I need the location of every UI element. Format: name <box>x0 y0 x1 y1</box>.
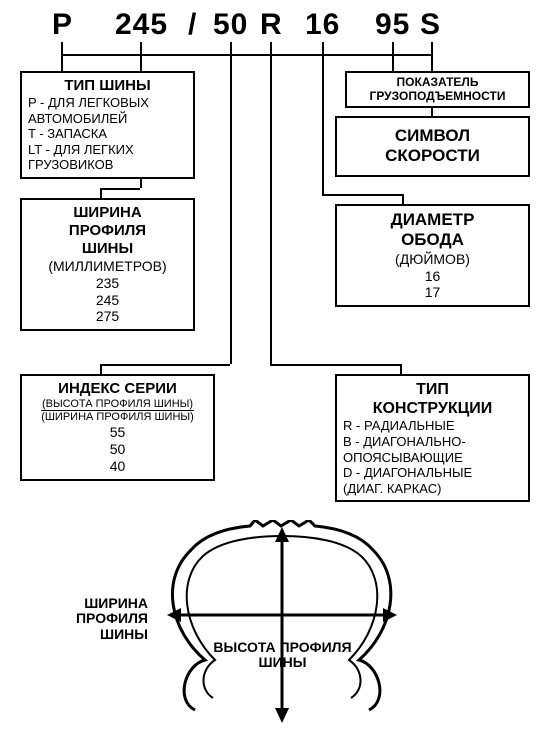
code-construction: R <box>260 8 283 42</box>
value: 235 <box>28 275 187 292</box>
box-speed: СИМВОЛ СКОРОСТИ <box>335 116 530 177</box>
tick <box>322 42 324 54</box>
box-sub: (ДЮЙМОВ) <box>343 251 522 268</box>
value: 275 <box>28 308 187 325</box>
code-load: 95 <box>375 8 410 42</box>
connector <box>100 188 102 198</box>
connector <box>322 194 402 196</box>
line: B - ДИАГОНАЛЬНО- <box>343 434 522 450</box>
box-sub: (ШИРИНА ПРОФИЛЯ ШИНЫ) <box>28 411 207 424</box>
connector <box>270 54 272 364</box>
label-height: ВЫСОТА ПРОФИЛЯ ШИНЫ <box>195 640 370 671</box>
line: ГРУЗОВИКОВ <box>28 157 187 173</box>
connector <box>270 364 400 366</box>
line: ОПОЯСЫВАЮЩИЕ <box>343 450 522 466</box>
connector <box>400 364 402 374</box>
box-title: ИНДЕКС СЕРИИ <box>28 380 207 398</box>
line: P - ДЛЯ ЛЕГКОВЫХ <box>28 95 187 111</box>
value: 50 <box>28 441 207 458</box>
code-aspect: 50 <box>213 8 248 42</box>
connector <box>402 194 404 204</box>
box-width: ШИРИНА ПРОФИЛЯ ШИНЫ (МИЛЛИМЕТРОВ) 235 24… <box>20 198 195 331</box>
arrow-height <box>155 520 405 730</box>
value: 245 <box>28 292 187 309</box>
value: 55 <box>28 424 207 441</box>
code-speed: S <box>420 8 441 42</box>
box-sub: (МИЛЛИМЕТРОВ) <box>28 258 187 275</box>
line: D - ДИАГОНАЛЬНЫЕ <box>343 465 522 481</box>
box-construction: ТИП КОНСТРУКЦИИ R - РАДИАЛЬНЫЕ B - ДИАГО… <box>335 374 530 502</box>
tick <box>230 42 232 54</box>
connector <box>100 364 230 366</box>
line: R - РАДИАЛЬНЫЕ <box>343 418 522 434</box>
line: T - ЗАПАСКА <box>28 126 187 142</box>
line: (ДИАГ. КАРКАС) <box>343 481 522 497</box>
code-p: P <box>52 8 73 42</box>
box-aspect: ИНДЕКС СЕРИИ (ВЫСОТА ПРОФИЛЯ ШИНЫ) (ШИРИ… <box>20 374 215 481</box>
connector <box>322 54 324 194</box>
line: АВТОМОБИЛЕЙ <box>28 111 187 127</box>
connector <box>61 54 63 71</box>
box-tire-type: ТИП ШИНЫ P - ДЛЯ ЛЕГКОВЫХ АВТОМОБИЛЕЙ T … <box>20 71 195 179</box>
box-rim: ДИАМЕТР ОБОДА (ДЮЙМОВ) 16 17 <box>335 204 530 307</box>
code-slash: / <box>188 8 197 42</box>
connector <box>100 364 102 374</box>
tick <box>270 42 272 54</box>
box-title: СИМВОЛ СКОРОСТИ <box>343 126 522 167</box>
connector <box>392 54 394 71</box>
box-load: ПОКАЗАТЕЛЬ ГРУЗОПОДЪЕМНОСТИ <box>345 71 530 108</box>
connector <box>230 54 232 364</box>
box-title: ТИП КОНСТРУКЦИИ <box>343 380 522 418</box>
code-rim: 16 <box>305 8 340 42</box>
tire-code-diagram: P 245 / 50 R 16 95 S ТИП ШИНЫ P - ДЛЯ ЛЕ… <box>0 0 550 734</box>
tick <box>392 42 394 54</box>
box-sub: (ВЫСОТА ПРОФИЛЯ ШИНЫ) <box>28 398 207 411</box>
connector <box>100 188 140 190</box>
value: 17 <box>343 284 522 301</box>
box-title: ТИП ШИНЫ <box>28 77 187 95</box>
box-title: ШИРИНА ПРОФИЛЯ ШИНЫ <box>28 204 187 258</box>
tick <box>431 42 433 54</box>
label-width: ШИРИНА ПРОФИЛЯ ШИНЫ <box>48 596 148 642</box>
code-width: 245 <box>115 8 168 42</box>
value: 16 <box>343 268 522 285</box>
value: 40 <box>28 458 207 475</box>
tick <box>61 42 63 54</box>
box-title: ПОКАЗАТЕЛЬ ГРУЗОПОДЪЕМНОСТИ <box>351 75 524 104</box>
tick <box>140 42 142 54</box>
connector-bar <box>61 54 433 56</box>
box-title: ДИАМЕТР ОБОДА <box>343 210 522 251</box>
line: LT - ДЛЯ ЛЕГКИХ <box>28 142 187 158</box>
